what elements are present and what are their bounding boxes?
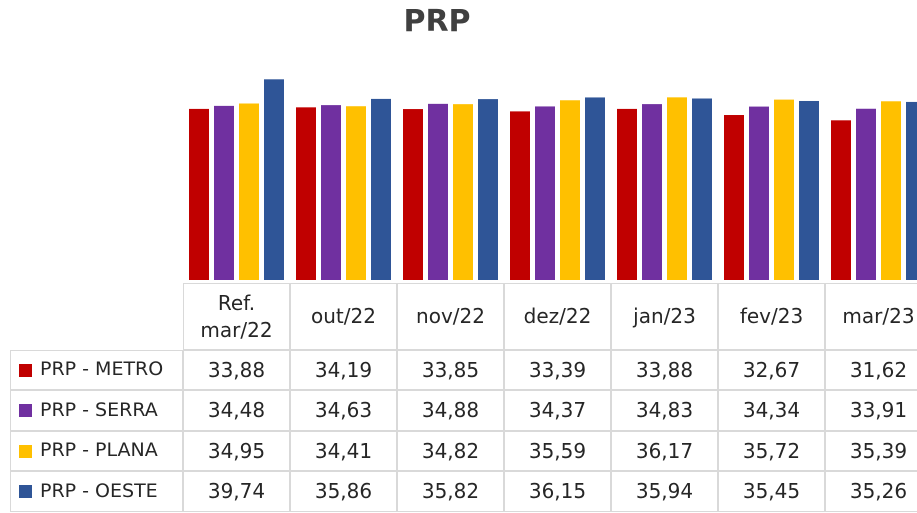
bar [239, 103, 259, 280]
table-value-cell: 35,59 [504, 431, 611, 471]
bar [403, 109, 423, 281]
table-value-cell: 39,74 [183, 471, 290, 512]
bar [906, 101, 917, 280]
table-value-cell: 34,83 [611, 390, 718, 431]
bar [799, 100, 819, 280]
table-value-cell: 35,82 [397, 471, 504, 512]
bar [881, 101, 901, 280]
bar [585, 97, 605, 280]
bar [321, 105, 341, 280]
table-value-cell: 34,48 [183, 390, 290, 431]
table-value-cell: 34,19 [290, 350, 397, 390]
table-value-cell: 32,67 [718, 350, 825, 390]
bar [453, 104, 473, 280]
legend-swatch [19, 363, 32, 377]
bar [749, 106, 769, 280]
bar [296, 107, 316, 280]
bar-area [189, 79, 917, 281]
table-header-cell: jan/23 [611, 283, 718, 350]
bar [264, 79, 284, 280]
legend-label: PRP - OESTE [40, 479, 158, 502]
legend-label: PRP - METRO [40, 358, 164, 381]
legend-swatch [19, 404, 32, 417]
table-value-cell: 35,45 [718, 471, 825, 512]
bar [346, 106, 366, 281]
legend-cell: PRP - METRO [10, 350, 183, 390]
table-value-cell: 35,94 [611, 471, 718, 512]
table-value-cell: 33,88 [183, 350, 290, 390]
bar [535, 106, 555, 280]
bar [642, 104, 662, 281]
legend-cell: PRP - OESTE [10, 471, 183, 512]
table-header-cell: dez/22 [504, 283, 611, 350]
bar [774, 99, 794, 280]
table-value-cell: 31,62 [825, 350, 917, 390]
table-value-cell: 34,95 [183, 431, 290, 471]
bar [856, 108, 876, 280]
table-header-cell: out/22 [290, 283, 397, 350]
bar [510, 111, 530, 281]
legend-swatch [19, 485, 32, 498]
table-value-cell: 33,91 [825, 390, 917, 431]
table-value-cell: 34,82 [397, 431, 504, 471]
legend-label: PRP - PLANA [40, 439, 158, 462]
chart-title: PRP [403, 4, 471, 39]
legend-label: PRP - SERRA [40, 398, 158, 421]
bar [428, 103, 448, 280]
table-header-cell: nov/22 [397, 283, 504, 350]
table-value-cell: 34,63 [290, 390, 397, 431]
legend-cell: PRP - SERRA [10, 390, 183, 431]
table-header-cell: mar/23 [825, 283, 917, 350]
legend-swatch [19, 444, 32, 458]
bar [189, 108, 209, 280]
table-value-cell: 35,26 [825, 471, 917, 512]
bar [692, 98, 712, 281]
table-value-cell: 34,37 [504, 390, 611, 431]
table-value-cell: 35,72 [718, 431, 825, 471]
bar [617, 108, 637, 280]
bar [667, 97, 687, 281]
table-value-cell: 36,15 [504, 471, 611, 512]
table-value-cell: 35,39 [825, 431, 917, 471]
table-value-cell: 33,88 [611, 350, 718, 390]
table-value-cell: 34,88 [397, 390, 504, 431]
bar [371, 98, 391, 280]
table-value-cell: 35,86 [290, 471, 397, 512]
table-value-cell: 33,39 [504, 350, 611, 390]
table-value-cell: 33,85 [397, 350, 504, 390]
bar [831, 120, 851, 280]
table-header-cell: Ref. mar/22 [183, 283, 290, 350]
bar [214, 105, 234, 280]
bar [560, 100, 580, 280]
table-value-cell: 36,17 [611, 431, 718, 471]
table-value-cell: 34,34 [718, 390, 825, 431]
legend-cell: PRP - PLANA [10, 431, 183, 471]
table-value-cell: 34,41 [290, 431, 397, 471]
bar [724, 115, 744, 280]
table-header-cell: fev/23 [718, 283, 825, 350]
bar [478, 99, 498, 280]
